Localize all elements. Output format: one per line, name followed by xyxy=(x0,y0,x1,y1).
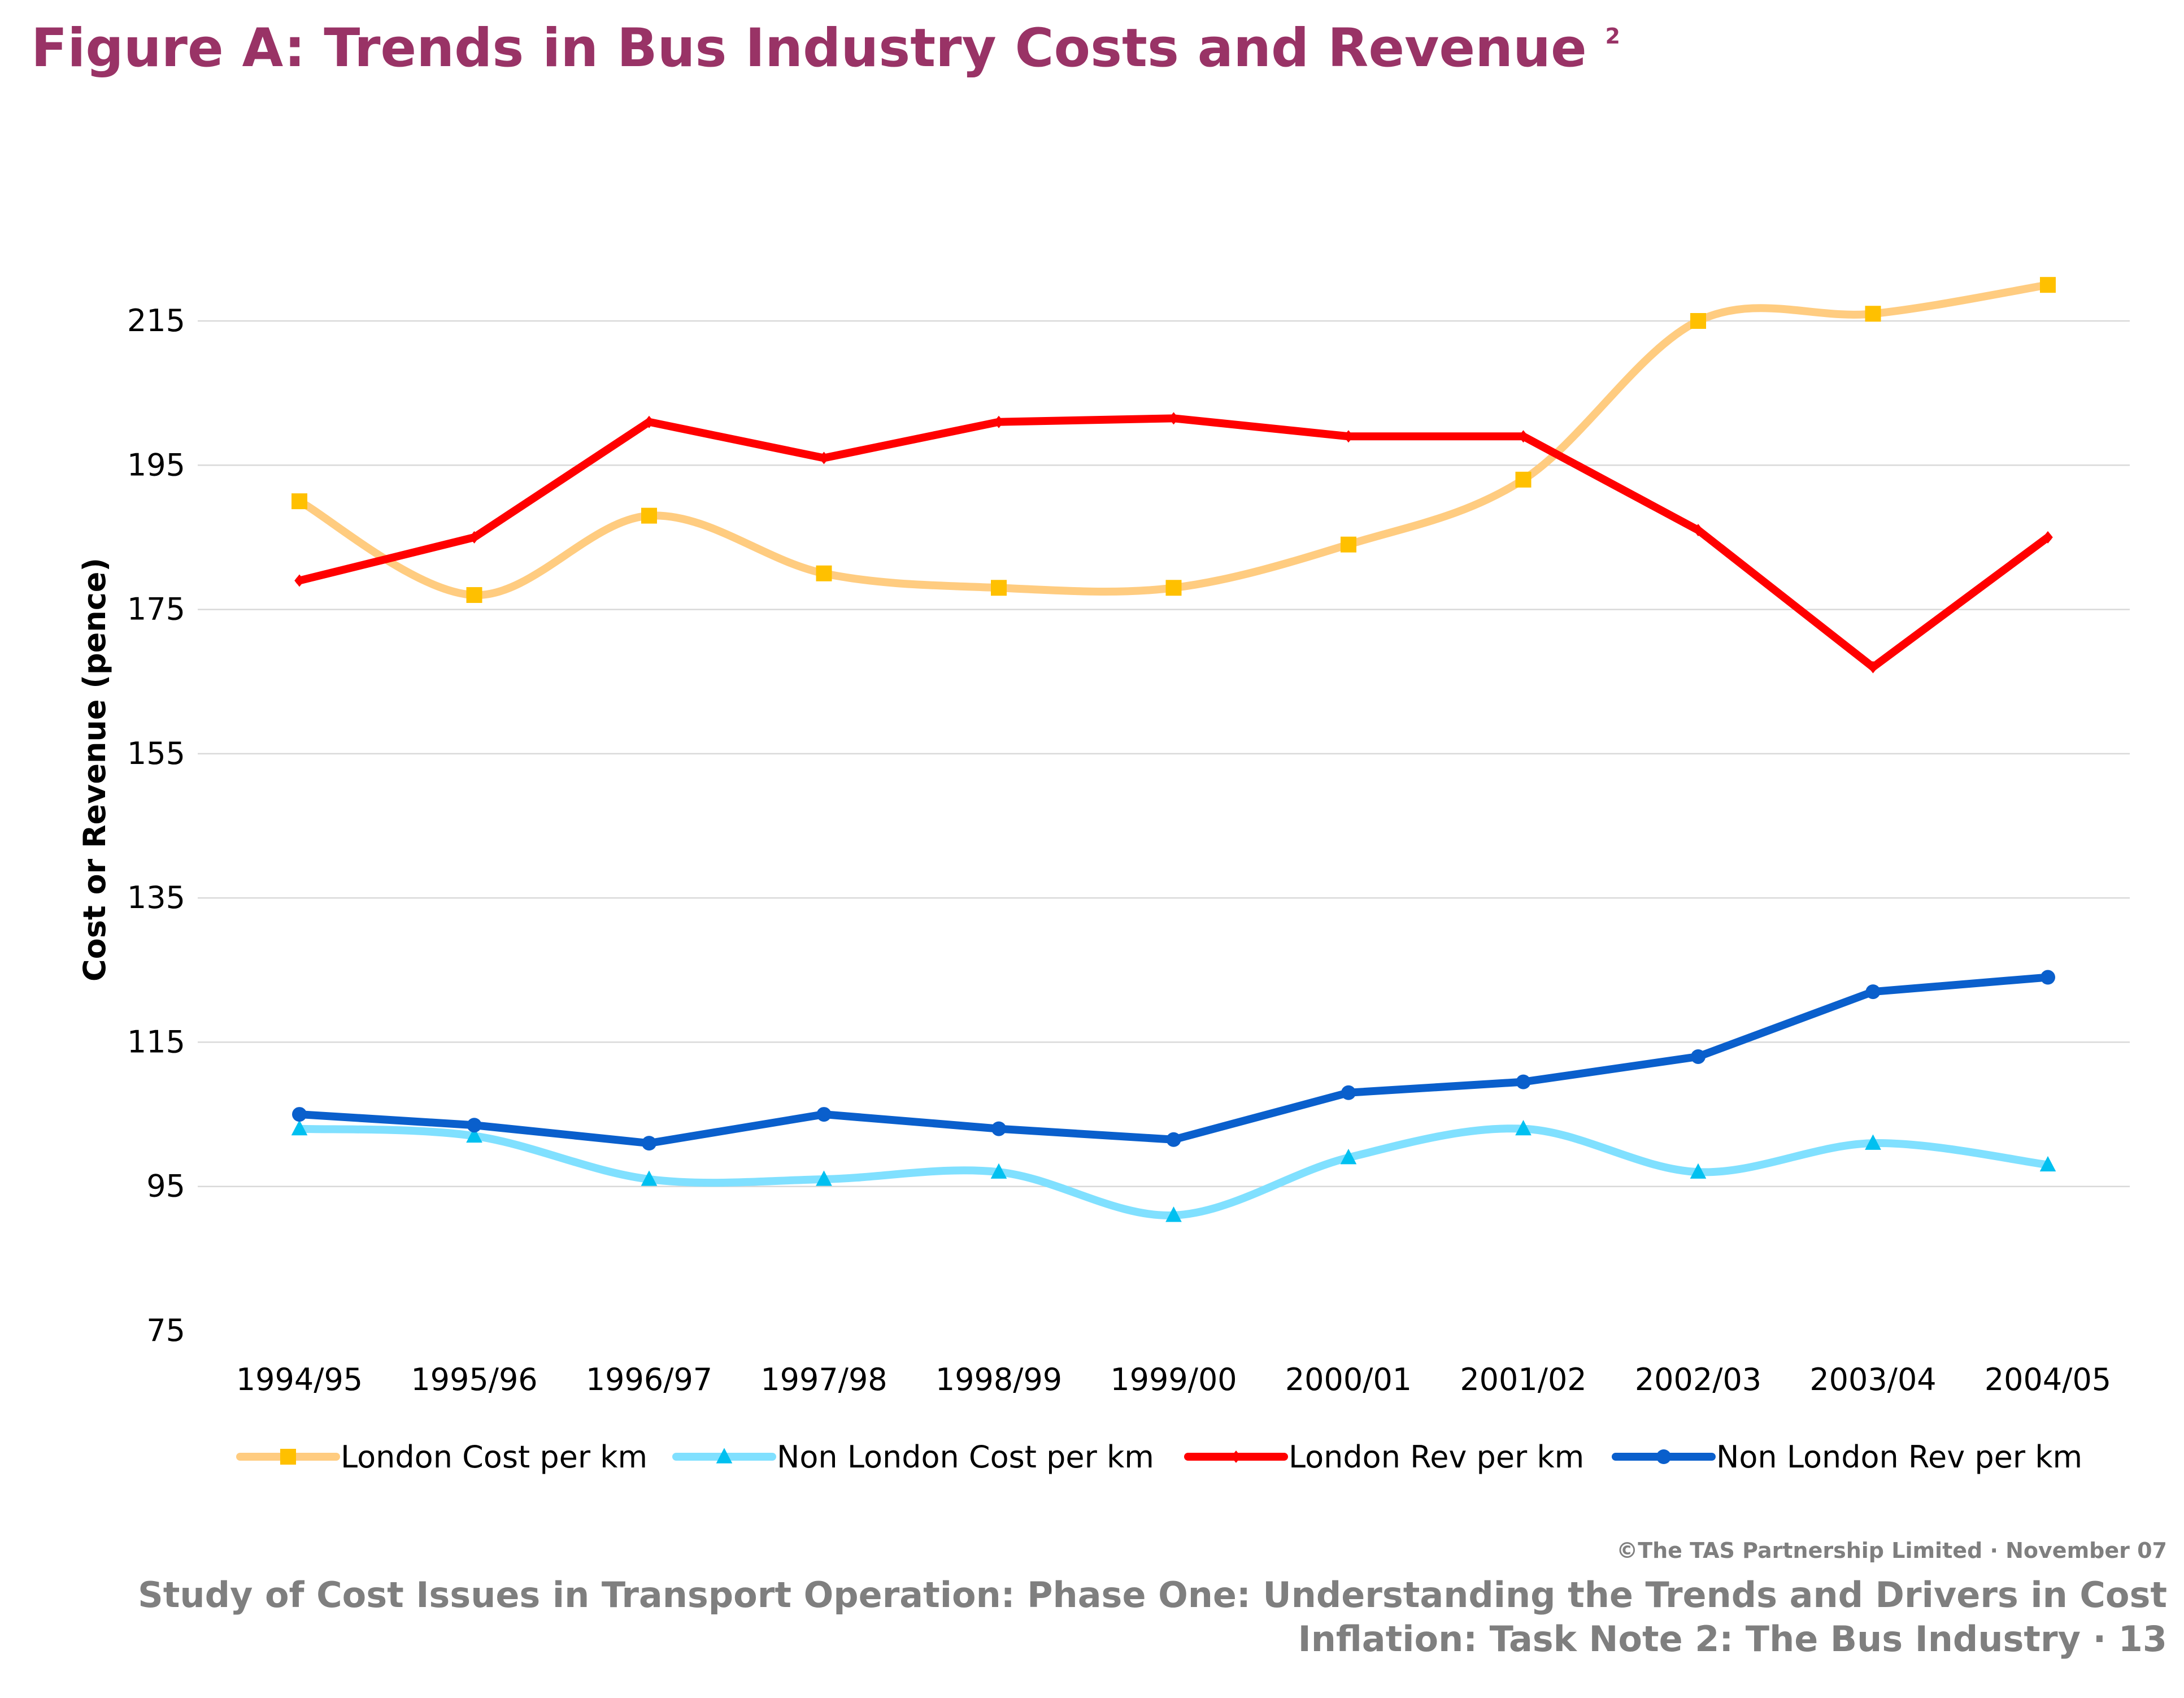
data-point xyxy=(641,507,657,524)
series-line xyxy=(295,973,2052,1148)
data-point xyxy=(644,415,654,428)
data-point xyxy=(1165,1206,1182,1222)
series-layer xyxy=(291,277,2056,1222)
data-point xyxy=(466,1127,482,1143)
data-point xyxy=(467,1118,482,1133)
footer-copyright: ©The TAS Partnership Limited · November … xyxy=(1616,1538,2167,1563)
y-tick-label: 115 xyxy=(127,1024,185,1059)
data-point xyxy=(1868,661,1878,674)
legend-swatch-marker xyxy=(716,1448,733,1464)
data-point xyxy=(1341,536,1356,553)
legend-item: Non London Rev per km xyxy=(1612,1439,2082,1475)
y-tick-label: 135 xyxy=(127,880,185,915)
y-tick-label: 75 xyxy=(146,1313,185,1348)
data-point xyxy=(292,493,307,510)
legend-item: London Cost per km xyxy=(236,1439,647,1475)
data-point xyxy=(2041,970,2055,985)
data-point xyxy=(1515,471,1532,488)
data-point xyxy=(2043,531,2053,544)
data-point xyxy=(291,1120,308,1136)
y-tick-label: 155 xyxy=(127,736,185,771)
data-point xyxy=(816,565,832,581)
legend-swatch-marker xyxy=(1231,1451,1241,1463)
x-tick-label: 2003/04 xyxy=(1809,1362,1936,1397)
data-point xyxy=(1865,984,1881,1000)
data-point xyxy=(641,1170,658,1186)
legend-item: London Rev per km xyxy=(1184,1439,1584,1475)
data-point xyxy=(1165,580,1182,596)
data-point xyxy=(816,1170,832,1186)
x-tick-label: 1999/00 xyxy=(1110,1362,1237,1397)
figure-title-text: Figure A: Trends in Bus Industry Costs a… xyxy=(31,18,1587,79)
data-point xyxy=(642,1136,656,1151)
data-point xyxy=(1691,1049,1706,1064)
data-point xyxy=(1340,1149,1357,1165)
x-tick-label: 2000/01 xyxy=(1285,1362,1412,1397)
data-point xyxy=(1168,412,1179,425)
data-point xyxy=(1693,524,1703,537)
legend-label: London Cost per km xyxy=(341,1439,647,1475)
data-point xyxy=(990,1163,1007,1179)
data-point xyxy=(1343,430,1354,443)
series-line xyxy=(295,414,2052,671)
series-non-london-rev-per-km xyxy=(292,970,2055,1151)
legend-item: Non London Cost per km xyxy=(672,1439,1154,1475)
data-point xyxy=(2040,277,2056,293)
data-point xyxy=(819,451,829,464)
data-point xyxy=(994,415,1004,428)
data-point xyxy=(469,531,480,544)
data-point xyxy=(292,1107,307,1122)
x-tick-label: 1997/98 xyxy=(760,1362,887,1397)
x-tick-label: 1994/95 xyxy=(236,1362,363,1397)
data-point xyxy=(1690,313,1706,329)
data-point xyxy=(991,1121,1006,1136)
figure-title-superscript: 2 xyxy=(1606,24,1620,49)
data-point xyxy=(816,1107,832,1122)
data-point xyxy=(1341,1085,1356,1100)
footer-line-1: Study of Cost Issues in Transport Operat… xyxy=(138,1574,2167,1616)
y-tick-label: 95 xyxy=(146,1169,185,1204)
data-point xyxy=(1516,1074,1531,1089)
legend-label: London Rev per km xyxy=(1289,1439,1584,1475)
data-point xyxy=(1865,1134,1881,1150)
x-tick-label: 1995/96 xyxy=(411,1362,537,1397)
data-point xyxy=(1515,1120,1532,1136)
data-point xyxy=(1865,306,1881,322)
x-tick-label: 1996/97 xyxy=(586,1362,712,1397)
series-line xyxy=(295,281,2052,600)
y-tick-label: 175 xyxy=(127,592,185,627)
gridlines xyxy=(198,320,2130,1187)
x-tick-label: 1998/99 xyxy=(936,1362,1062,1397)
legend-swatch-marker xyxy=(280,1449,296,1465)
y-axis-ticks: 75 95 115 135 155 175 195 215 xyxy=(127,303,185,1348)
series-london-rev-per-km xyxy=(294,412,2053,674)
x-tick-label: 2004/05 xyxy=(1985,1362,2111,1397)
legend-swatch-marker xyxy=(1656,1449,1671,1464)
x-tick-label: 2001/02 xyxy=(1460,1362,1586,1397)
x-tick-label: 2002/03 xyxy=(1635,1362,1761,1397)
data-point xyxy=(1690,1163,1707,1179)
data-point xyxy=(1518,430,1529,443)
y-tick-label: 195 xyxy=(127,447,185,483)
footer-line-2: Inflation: Task Note 2: The Bus Industry… xyxy=(1298,1618,2167,1660)
data-point xyxy=(991,580,1007,596)
data-point xyxy=(466,587,482,603)
legend: London Cost per km Non London Cost per km… xyxy=(236,1439,2082,1475)
data-point xyxy=(2039,1156,2056,1172)
y-axis-label: Cost or Revenue (pence) xyxy=(77,558,112,982)
series-london-cost-per-km xyxy=(292,277,2056,603)
data-point xyxy=(294,574,304,587)
x-axis-ticks: 1994/95 1995/96 1996/97 1997/98 1998/99 1999/… xyxy=(236,1362,2111,1397)
legend-label: Non London Rev per km xyxy=(1716,1439,2082,1475)
series-non-london-cost-per-km xyxy=(291,1120,2056,1222)
data-point xyxy=(1166,1132,1181,1147)
legend-label: Non London Cost per km xyxy=(777,1439,1154,1475)
y-tick-label: 215 xyxy=(127,303,185,338)
figure-title: Figure A: Trends in Bus Industry Costs a… xyxy=(31,18,1620,79)
